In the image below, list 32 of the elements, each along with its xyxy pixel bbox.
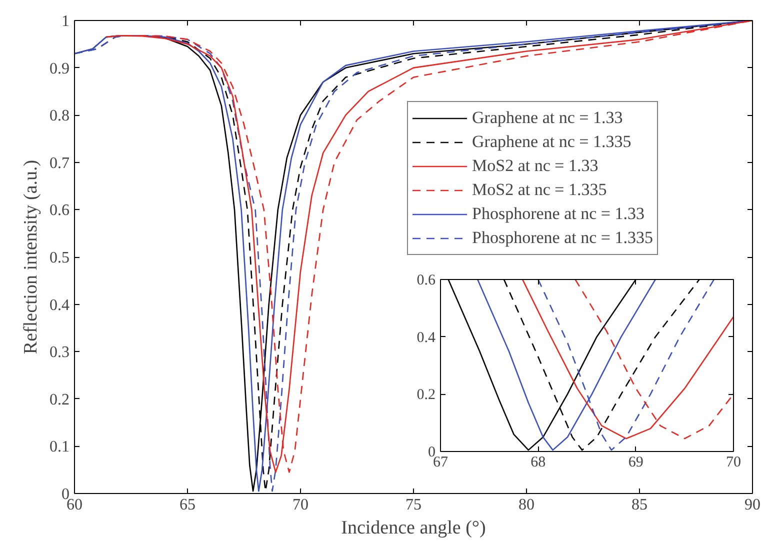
- x-tick-label: 90: [744, 496, 760, 514]
- legend-label: Graphene at nc = 1.33: [472, 107, 623, 129]
- y-axis-title: Reflection intensity (a.u.): [20, 160, 42, 354]
- y-tick-label: 0.3: [50, 344, 70, 362]
- y-tick-label: 0.9: [50, 60, 70, 78]
- x-tick-label: 69: [628, 454, 644, 470]
- legend-label: Graphene at nc = 1.335: [472, 131, 632, 153]
- y-tick-label: 1: [62, 13, 70, 30]
- y-tick-label: 0.4: [50, 296, 70, 314]
- x-tick-label: 70: [292, 496, 308, 514]
- y-tick-label: 0.1: [50, 438, 70, 456]
- x-tick-label: 75: [406, 496, 422, 514]
- x-tick-label: 68: [530, 454, 546, 470]
- x-tick-label: 80: [518, 496, 534, 514]
- y-tick-label: 0.5: [50, 250, 70, 266]
- x-tick-label: 85: [632, 496, 648, 514]
- legend-label: Phosphorene at nc = 1.33: [472, 203, 644, 225]
- y-tick-label: 0.7: [50, 154, 70, 172]
- y-tick-label: 0.4: [416, 330, 436, 346]
- legend-label: MoS2 at nc = 1.335: [472, 179, 607, 201]
- legend-label: MoS2 at nc = 1.33: [472, 155, 598, 177]
- y-tick-label: 0.2: [416, 387, 436, 404]
- line-series: [522, 280, 734, 440]
- x-tick-label: 65: [180, 496, 196, 514]
- y-tick-label: 0.6: [416, 272, 436, 288]
- x-tick-label: 67: [433, 454, 448, 470]
- x-axis-title: Incidence angle (°): [341, 518, 486, 538]
- y-tick-label: 0.2: [50, 391, 70, 408]
- legend-label: Phosphorene at nc = 1.335: [472, 227, 653, 249]
- y-tick-label: 0.8: [50, 108, 70, 125]
- x-tick-label: 70: [726, 454, 741, 470]
- y-tick-label: 0.6: [50, 202, 70, 220]
